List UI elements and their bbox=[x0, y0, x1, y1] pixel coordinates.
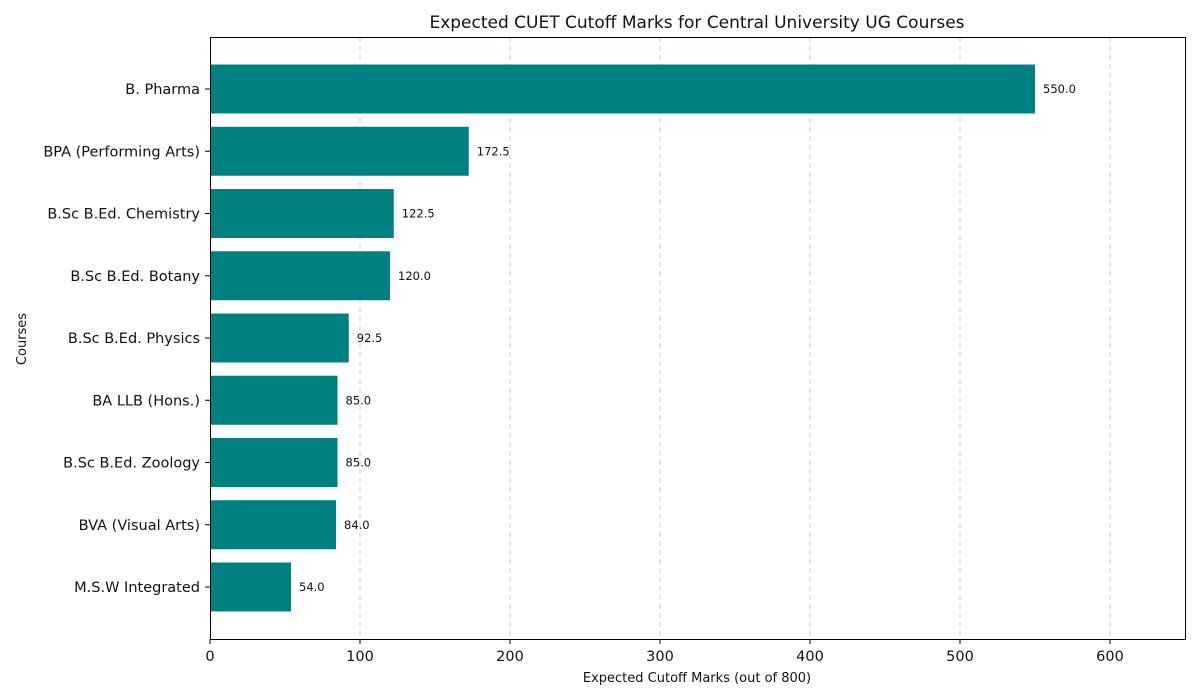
y-category-label: BA LLB (Hons.) bbox=[92, 393, 200, 409]
bars: 550.0 172.5 122.5 120.0 92.5 85.0 85.0 84.0 54.0 bbox=[210, 64, 1076, 612]
y-category-label: B. Pharma bbox=[125, 82, 200, 98]
bar bbox=[210, 64, 1035, 114]
bar-value-label: 54.0 bbox=[299, 580, 325, 594]
plot-frame bbox=[210, 37, 1186, 640]
chart-title: Expected CUET Cutoff Marks for Central U… bbox=[429, 13, 964, 33]
bar-value-label: 84.0 bbox=[344, 518, 370, 532]
bar-value-label: 122.5 bbox=[402, 207, 435, 221]
x-tick-label: 200 bbox=[496, 649, 524, 665]
y-axis-label: Courses bbox=[15, 313, 30, 365]
x-tick-label: 0 bbox=[205, 649, 214, 665]
bar bbox=[210, 313, 349, 363]
x-tick-label: 500 bbox=[946, 649, 974, 665]
bar-value-label: 550.0 bbox=[1043, 82, 1076, 96]
x-axis-ticks: 0 100 200 300 400 500 600 bbox=[205, 639, 1124, 665]
y-category-label: M.S.W Integrated bbox=[74, 580, 200, 596]
bar-value-label: 85.0 bbox=[346, 393, 372, 407]
x-tick-label: 400 bbox=[796, 649, 824, 665]
bar bbox=[210, 126, 469, 176]
y-category-label: B.Sc B.Ed. Zoology bbox=[63, 456, 200, 472]
bar bbox=[210, 562, 291, 612]
bar-value-label: 172.5 bbox=[477, 144, 510, 158]
bar bbox=[210, 189, 394, 238]
x-tick-label: 300 bbox=[646, 649, 674, 665]
gridlines bbox=[359, 37, 1111, 639]
x-axis-label: Expected Cutoff Marks (out of 800) bbox=[583, 671, 811, 686]
bar bbox=[210, 375, 338, 425]
y-category-label: B.Sc B.Ed. Chemistry bbox=[47, 207, 200, 223]
y-category-label: B.Sc B.Ed. Physics bbox=[68, 331, 200, 347]
x-tick-label: 600 bbox=[1096, 649, 1124, 665]
y-axis-category-labels: B. Pharma BPA (Performing Arts) B.Sc B.Ed.… bbox=[43, 82, 210, 596]
bar bbox=[210, 251, 390, 301]
bar-value-label: 92.5 bbox=[357, 331, 383, 345]
y-category-label: BPA (Performing Arts) bbox=[43, 144, 200, 160]
y-category-label: B.Sc B.Ed. Botany bbox=[70, 269, 200, 285]
bar bbox=[210, 500, 336, 550]
y-category-label: BVA (Visual Arts) bbox=[79, 518, 200, 534]
bar-value-label: 120.0 bbox=[398, 269, 431, 283]
bar bbox=[210, 438, 338, 487]
x-tick-label: 100 bbox=[346, 649, 374, 665]
bar-value-label: 85.0 bbox=[346, 456, 372, 470]
